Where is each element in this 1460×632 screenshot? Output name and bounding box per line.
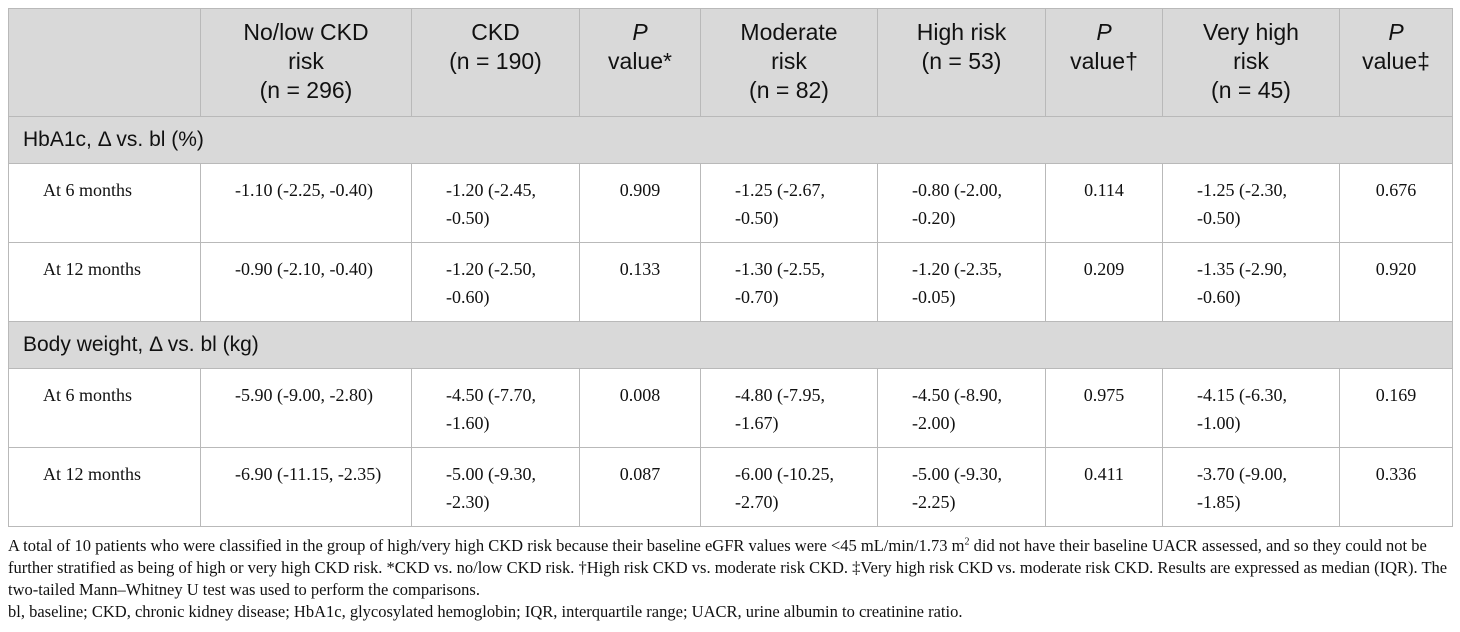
p-value-cell: 0.008 [579,368,701,448]
header-high-risk: High risk (n = 53) [877,8,1046,117]
table-cell: -4.15 (-6.30, -1.00) [1162,368,1340,448]
table-row: At 12 months -0.90 (-2.10, -0.40) -1.20 … [8,242,1453,322]
row-label: At 12 months [8,242,201,322]
table-row: At 6 months -1.10 (-2.25, -0.40) -1.20 (… [8,163,1453,243]
row-label: At 6 months [8,368,201,448]
p-value-cell: 0.133 [579,242,701,322]
footnote-main: A total of 10 patients who were classifi… [8,536,1448,599]
p-value-cell: 0.087 [579,447,701,527]
p-value-cell: 0.676 [1339,163,1453,243]
p-value-cell: 0.336 [1339,447,1453,527]
table-cell: -1.10 (-2.25, -0.40) [200,163,412,243]
row-label: At 6 months [8,163,201,243]
p-value-cell: 0.920 [1339,242,1453,322]
table-cell: -5.00 (-9.30, -2.25) [877,447,1046,527]
table-cell: -1.35 (-2.90, -0.60) [1162,242,1340,322]
table-cell: -1.25 (-2.30, -0.50) [1162,163,1340,243]
p-value-cell: 0.169 [1339,368,1453,448]
table-cell: -1.25 (-2.67, -0.50) [700,163,878,243]
header-ckd: CKD (n = 190) [411,8,580,117]
table-row: At 6 months -5.90 (-9.00, -2.80) -4.50 (… [8,368,1453,448]
header-very-high-risk: Very high risk (n = 45) [1162,8,1340,117]
p-value-cell: 0.209 [1045,242,1163,322]
section-title: Body weight, Δ vs. bl (kg) [8,321,1453,369]
p-value-cell: 0.114 [1045,163,1163,243]
header-no-low-ckd-risk: No/low CKD risk (n = 296) [200,8,412,117]
table-cell: -4.80 (-7.95, -1.67) [700,368,878,448]
table-footnotes: A total of 10 patients who were classifi… [8,535,1452,623]
table-cell: -6.00 (-10.25, -2.70) [700,447,878,527]
section-row-hba1c: HbA1c, Δ vs. bl (%) [8,116,1453,164]
table-cell: -3.70 (-9.00, -1.85) [1162,447,1340,527]
header-moderate-risk: Moderate risk (n = 82) [700,8,878,117]
table-cell: -4.50 (-8.90, -2.00) [877,368,1046,448]
table-cell: -0.90 (-2.10, -0.40) [200,242,412,322]
table-row: At 12 months -6.90 (-11.15, -2.35) -5.00… [8,447,1453,527]
header-empty [8,8,201,117]
table-cell: -1.20 (-2.50, -0.60) [411,242,580,322]
section-title: HbA1c, Δ vs. bl (%) [8,116,1453,164]
section-row-body-weight: Body weight, Δ vs. bl (kg) [8,321,1453,369]
table-cell: -1.20 (-2.45, -0.50) [411,163,580,243]
p-value-cell: 0.909 [579,163,701,243]
table-cell: -6.90 (-11.15, -2.35) [200,447,412,527]
table-cell: -4.50 (-7.70, -1.60) [411,368,580,448]
table-cell: -5.90 (-9.00, -2.80) [200,368,412,448]
row-label: At 12 months [8,447,201,527]
p-value-cell: 0.975 [1045,368,1163,448]
table-cell: -1.20 (-2.35, -0.05) [877,242,1046,322]
table-cell: -0.80 (-2.00, -0.20) [877,163,1046,243]
p-value-cell: 0.411 [1045,447,1163,527]
footnote-abbreviations: bl, baseline; CKD, chronic kidney diseas… [8,602,963,621]
table-cell: -1.30 (-2.55, -0.70) [700,242,878,322]
table-cell: -5.00 (-9.30, -2.30) [411,447,580,527]
